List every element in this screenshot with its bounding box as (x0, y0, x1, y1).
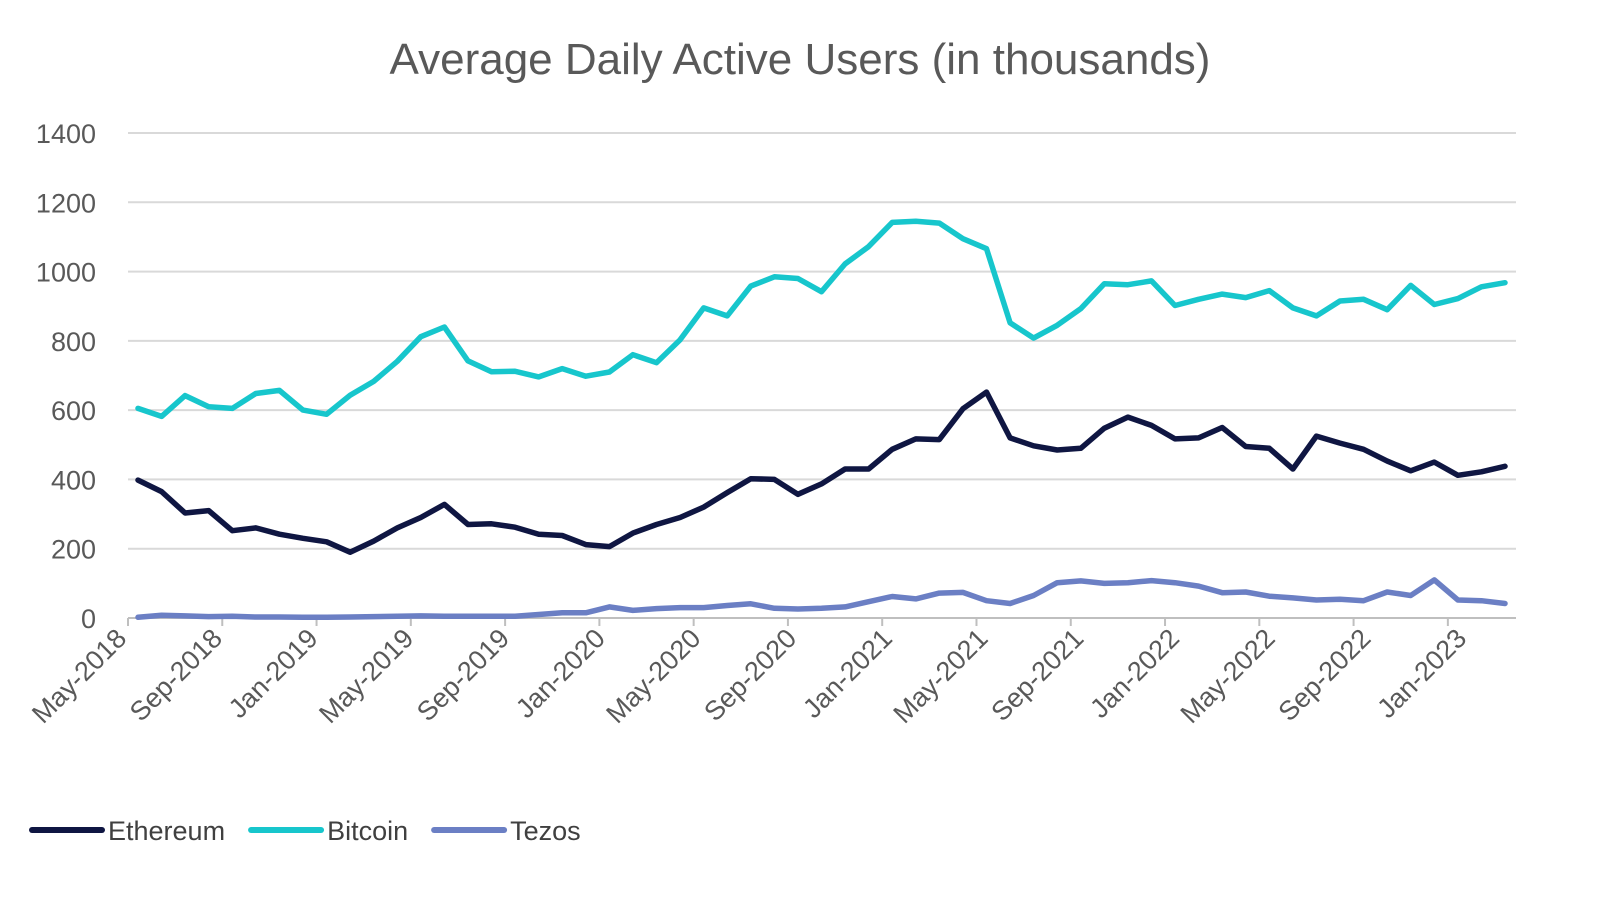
y-tick-label: 1400 (36, 119, 96, 149)
x-tick-label: Sep-2020 (698, 623, 802, 727)
legend-label-ethereum: Ethereum (108, 816, 225, 846)
y-tick-label: 1000 (36, 258, 96, 288)
series-line-ethereum (135, 389, 1508, 555)
series-line-tezos (135, 577, 1508, 621)
y-axis-ticks: 0 200 400 600 800 1000 1200 1400 (36, 119, 96, 634)
x-tick-label: Sep-2021 (985, 623, 1089, 727)
x-tick-label: Jan-2021 (797, 623, 898, 724)
legend: Ethereum Bitcoin Tezos (29, 816, 581, 846)
y-tick-label: 200 (51, 535, 96, 565)
series-layer (135, 218, 1508, 621)
x-tick-label: May-2020 (600, 623, 706, 729)
y-tick-label: 1200 (36, 188, 96, 218)
y-tick-label: 400 (51, 465, 96, 495)
x-tick-label: May-2018 (26, 623, 132, 729)
chart-title: Average Daily Active Users (in thousands… (390, 35, 1211, 84)
y-tick-label: 800 (51, 327, 96, 357)
x-tick-label: Jan-2022 (1084, 623, 1185, 724)
x-tick-label: Jan-2023 (1371, 623, 1472, 724)
x-tick-label: Jan-2019 (223, 623, 324, 724)
legend-label-tezos: Tezos (510, 816, 581, 846)
x-tick-label: May-2021 (888, 623, 994, 729)
x-tick-label: May-2019 (313, 623, 419, 729)
x-tick-label: Sep-2019 (411, 623, 515, 727)
y-tick-label: 0 (81, 604, 96, 634)
y-tick-label: 600 (51, 396, 96, 426)
x-tick-label: May-2022 (1175, 623, 1281, 729)
x-axis-ticks: May-2018Sep-2018Jan-2019May-2019Sep-2019… (26, 618, 1472, 729)
x-tick-label: Sep-2022 (1273, 623, 1377, 727)
x-tick-label: Jan-2020 (510, 623, 611, 724)
series-line-bitcoin (135, 218, 1508, 420)
legend-label-bitcoin: Bitcoin (327, 816, 408, 846)
x-tick-label: Sep-2018 (124, 623, 228, 727)
